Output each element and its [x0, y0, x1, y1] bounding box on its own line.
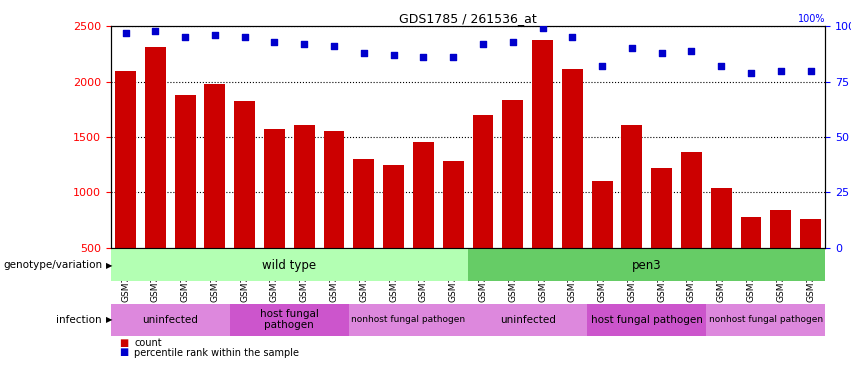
Point: [118, 30, 133, 36]
Text: genotype/variation: genotype/variation: [3, 260, 102, 270]
Bar: [111, 249, 468, 281]
Text: host fungal
pathogen: host fungal pathogen: [260, 309, 319, 330]
Point: [477, 41, 490, 47]
Bar: [562, 69, 583, 248]
Point: [267, 39, 281, 45]
Text: nonhost fungal pathogen: nonhost fungal pathogen: [709, 315, 823, 324]
Point: [744, 70, 758, 76]
Text: uninfected: uninfected: [142, 315, 198, 325]
Bar: [468, 304, 587, 336]
Bar: [770, 210, 791, 248]
Point: [625, 45, 638, 51]
Point: [684, 48, 698, 54]
Text: ▶: ▶: [106, 315, 113, 324]
Point: [357, 50, 371, 56]
Bar: [591, 181, 613, 248]
Point: [803, 68, 817, 74]
Bar: [472, 115, 494, 248]
Bar: [349, 304, 468, 336]
Point: [238, 34, 252, 40]
Bar: [681, 152, 702, 248]
Text: ▶: ▶: [106, 261, 113, 270]
Bar: [468, 249, 825, 281]
Bar: [264, 129, 285, 248]
Text: wild type: wild type: [262, 259, 317, 272]
Text: nonhost fungal pathogen: nonhost fungal pathogen: [351, 315, 465, 324]
Point: [179, 34, 192, 40]
Bar: [323, 131, 345, 248]
Point: [327, 43, 340, 49]
Point: [386, 52, 400, 58]
Bar: [740, 217, 762, 248]
Bar: [204, 84, 226, 248]
Bar: [383, 165, 404, 248]
Bar: [234, 102, 255, 248]
Point: [298, 41, 311, 47]
Text: count: count: [134, 338, 162, 348]
Point: [148, 28, 162, 34]
Point: [565, 34, 579, 40]
Bar: [711, 188, 732, 248]
Bar: [353, 159, 374, 248]
Text: host fungal pathogen: host fungal pathogen: [591, 315, 703, 325]
Text: percentile rank within the sample: percentile rank within the sample: [134, 348, 300, 357]
Point: [505, 39, 519, 45]
Point: [715, 63, 728, 69]
Title: GDS1785 / 261536_at: GDS1785 / 261536_at: [399, 12, 537, 25]
Text: ■: ■: [119, 338, 129, 348]
Bar: [443, 161, 464, 248]
Bar: [706, 304, 825, 336]
Bar: [800, 219, 821, 248]
Bar: [111, 304, 230, 336]
Text: uninfected: uninfected: [500, 315, 556, 325]
Bar: [294, 125, 315, 248]
Point: [417, 54, 431, 60]
Text: infection: infection: [56, 315, 102, 325]
Point: [655, 50, 669, 56]
Text: pen3: pen3: [632, 259, 661, 272]
Bar: [174, 95, 196, 248]
Bar: [413, 142, 434, 248]
Text: 100%: 100%: [798, 14, 825, 24]
Point: [774, 68, 788, 74]
Bar: [115, 70, 136, 248]
Bar: [502, 100, 523, 248]
Point: [536, 26, 550, 32]
Bar: [587, 304, 706, 336]
Text: ■: ■: [119, 348, 129, 357]
Bar: [230, 304, 349, 336]
Point: [446, 54, 460, 60]
Point: [208, 32, 221, 38]
Bar: [651, 168, 672, 248]
Bar: [532, 39, 553, 248]
Bar: [145, 47, 166, 248]
Point: [595, 63, 608, 69]
Bar: [621, 125, 643, 248]
